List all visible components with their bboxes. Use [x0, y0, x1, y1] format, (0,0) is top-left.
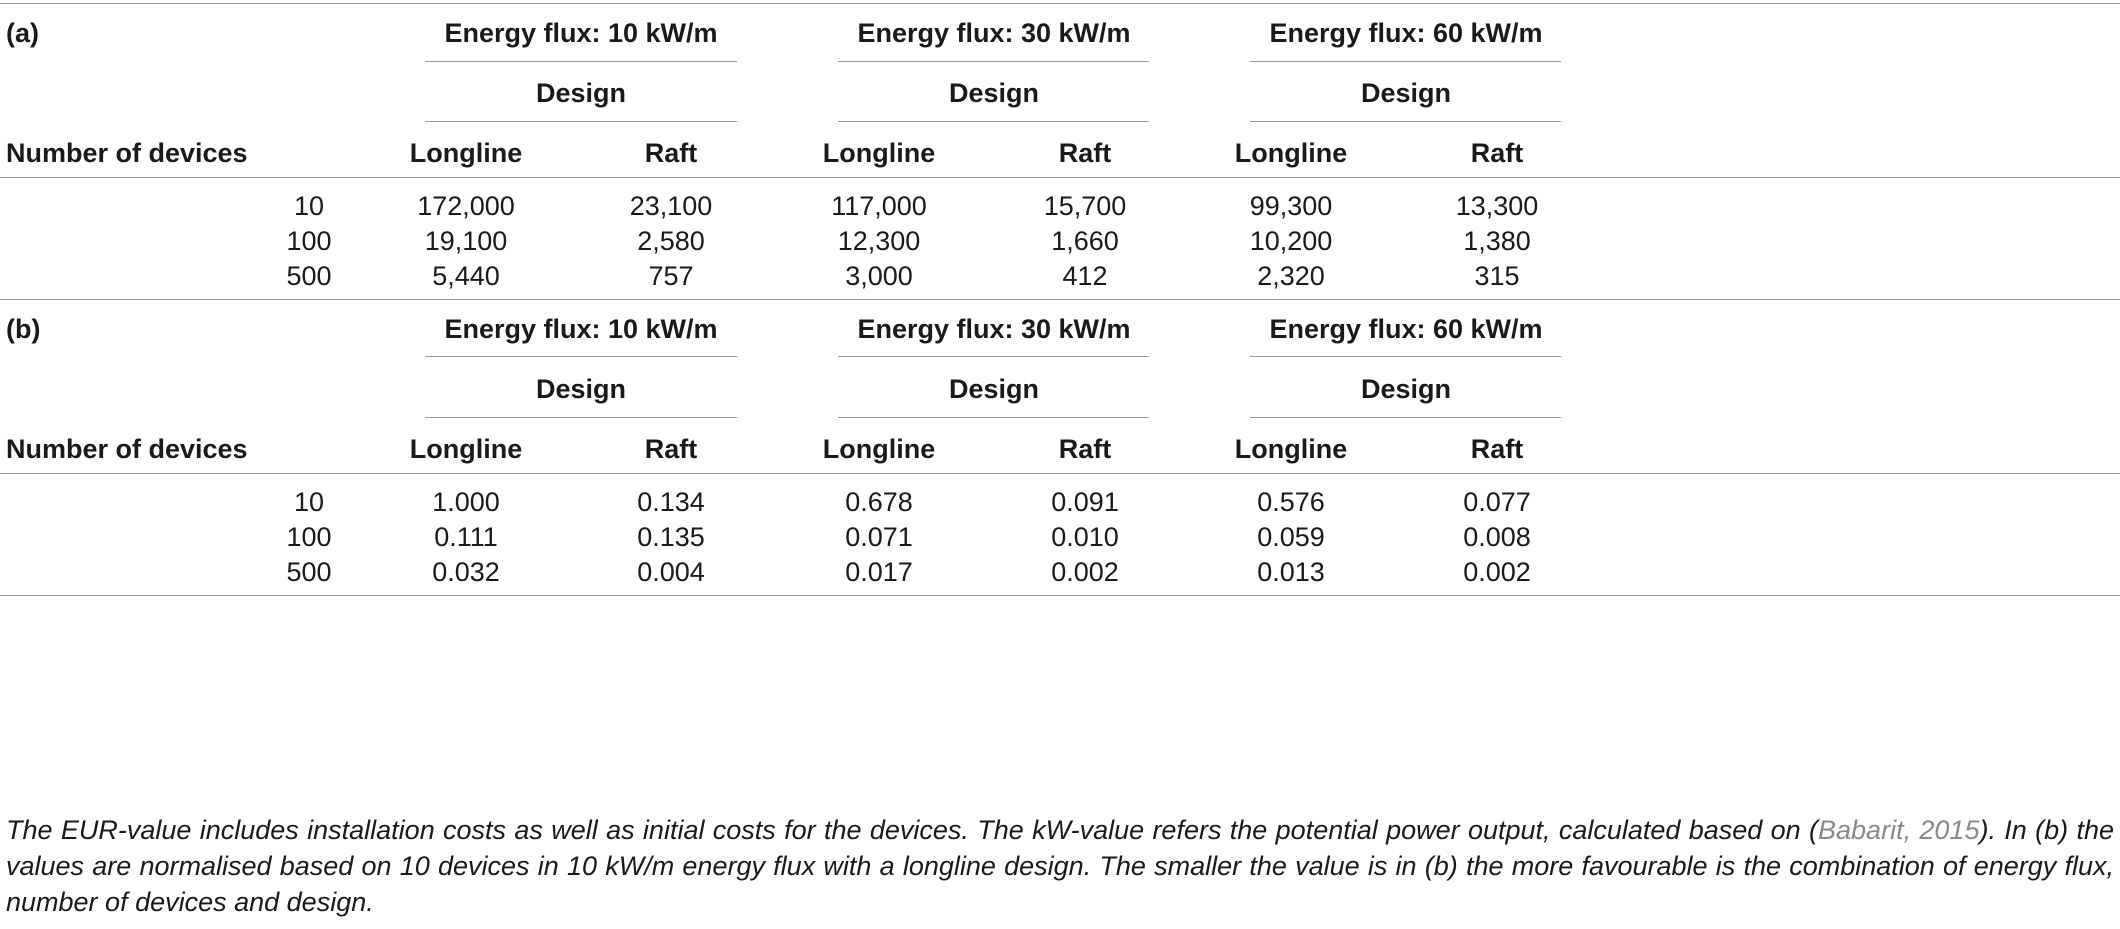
section-rule — [0, 595, 2120, 596]
cell-devices: 10 — [293, 191, 325, 221]
design-underline — [1250, 417, 1561, 418]
table-cell: 1,660 — [1051, 226, 1119, 256]
panel-label: (a) — [6, 18, 39, 48]
energy-flux-header: Energy flux: 10 kW/m — [444, 18, 718, 48]
table-cell: 0.077 — [1463, 487, 1531, 517]
energy-flux-header: Energy flux: 30 kW/m — [857, 18, 1131, 48]
table-cell: 23,100 — [629, 191, 713, 221]
table-cell: 0.678 — [845, 487, 913, 517]
design-header: Design — [1360, 78, 1452, 108]
row-header: Number of devices — [6, 138, 248, 168]
table-cell: 1,380 — [1463, 226, 1531, 256]
table-cell: 5,440 — [432, 261, 500, 291]
caption-text-2: ). In (b) the values are normalised base… — [6, 815, 2115, 917]
column-header-longline: Longline — [409, 434, 523, 464]
column-header-raft: Raft — [644, 138, 698, 168]
design-underline — [1250, 121, 1561, 122]
table-cell: 172,000 — [417, 191, 515, 221]
table-cell: 0.071 — [845, 522, 913, 552]
table-cell: 412 — [1062, 261, 1108, 291]
column-header-raft: Raft — [1470, 138, 1524, 168]
cell-devices: 500 — [286, 557, 332, 587]
column-header-longline: Longline — [409, 138, 523, 168]
table-cell: 0.002 — [1051, 557, 1119, 587]
table-cell: 0.135 — [637, 522, 705, 552]
design-header: Design — [535, 78, 627, 108]
table-cell: 117,000 — [831, 191, 927, 221]
cell-devices: 500 — [286, 261, 332, 291]
cell-devices: 100 — [286, 226, 332, 256]
header-rule — [0, 177, 2120, 178]
table-cell: 315 — [1474, 261, 1520, 291]
column-header-raft: Raft — [1058, 434, 1112, 464]
energy-flux-header: Energy flux: 10 kW/m — [444, 314, 718, 344]
table-cell: 0.111 — [434, 522, 498, 552]
table-cell: 10,200 — [1249, 226, 1333, 256]
table-cell: 2,580 — [637, 226, 705, 256]
column-header-longline: Longline — [822, 138, 936, 168]
column-header-raft: Raft — [1470, 434, 1524, 464]
cell-devices: 10 — [293, 487, 325, 517]
table-cell: 19,100 — [424, 226, 508, 256]
flux-underline — [838, 61, 1149, 62]
table-cell: 0.002 — [1463, 557, 1531, 587]
column-header-raft: Raft — [1058, 138, 1112, 168]
table-cell: 757 — [648, 261, 694, 291]
table-cell: 0.008 — [1463, 522, 1531, 552]
table-cell: 15,700 — [1043, 191, 1127, 221]
design-underline — [425, 121, 737, 122]
header-rule — [0, 473, 2120, 474]
design-underline — [838, 417, 1149, 418]
design-header: Design — [1360, 374, 1452, 404]
caption-citation-link[interactable]: Babarit, 2015 — [1818, 815, 1980, 845]
energy-flux-header: Energy flux: 30 kW/m — [857, 314, 1131, 344]
design-header: Design — [535, 374, 627, 404]
table-cell: 3,000 — [845, 261, 913, 291]
design-underline — [838, 121, 1149, 122]
table-cell: 13,300 — [1455, 191, 1539, 221]
design-underline — [425, 417, 737, 418]
table-cell: 0.010 — [1051, 522, 1119, 552]
design-header: Design — [948, 374, 1040, 404]
flux-underline — [425, 61, 737, 62]
column-header-raft: Raft — [644, 434, 698, 464]
caption-text-1: The EUR-value includes installation cost… — [6, 815, 1819, 845]
row-header: Number of devices — [6, 434, 248, 464]
table-cell: 0.576 — [1257, 487, 1325, 517]
column-header-longline: Longline — [1234, 434, 1348, 464]
table-cell: 0.091 — [1051, 487, 1119, 517]
flux-underline — [1250, 356, 1561, 357]
flux-underline — [1250, 61, 1561, 62]
column-header-longline: Longline — [1234, 138, 1348, 168]
table-cell: 0.134 — [637, 487, 705, 517]
energy-flux-header: Energy flux: 60 kW/m — [1269, 314, 1543, 344]
table-cell: 0.004 — [637, 557, 705, 587]
column-header-longline: Longline — [822, 434, 936, 464]
top-rule — [0, 3, 2120, 4]
flux-underline — [425, 356, 737, 357]
table-cell: 0.017 — [845, 557, 913, 587]
table-cell: 12,300 — [837, 226, 921, 256]
table-caption: The EUR-value includes installation cost… — [6, 812, 2114, 920]
table-cell: 0.059 — [1257, 522, 1325, 552]
table-cell: 99,300 — [1249, 191, 1333, 221]
section-rule — [0, 299, 2120, 300]
table-cell: 2,320 — [1257, 261, 1325, 291]
panel-label: (b) — [6, 314, 41, 344]
design-header: Design — [948, 78, 1040, 108]
flux-underline — [838, 356, 1149, 357]
table-cell: 0.013 — [1257, 557, 1325, 587]
cell-devices: 100 — [286, 522, 332, 552]
table-cell: 0.032 — [432, 557, 500, 587]
energy-flux-header: Energy flux: 60 kW/m — [1269, 18, 1543, 48]
table-cell: 1.000 — [432, 487, 500, 517]
